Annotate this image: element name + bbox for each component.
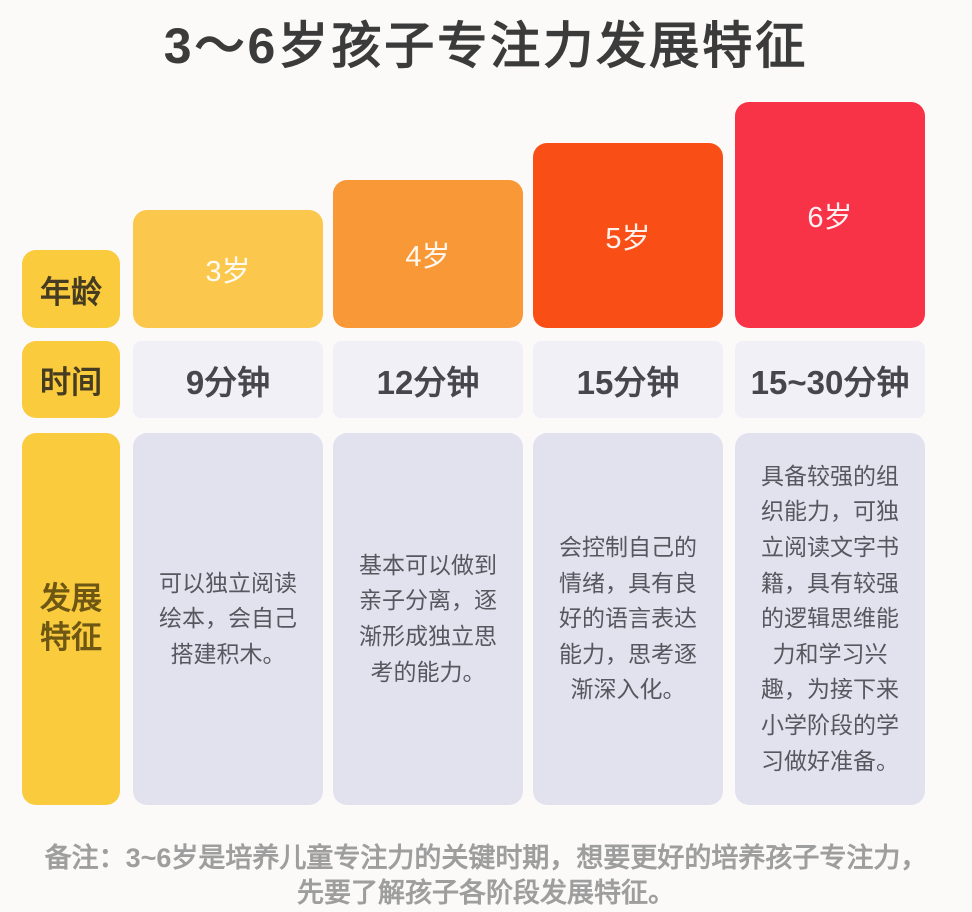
- age-bar-3: 3岁: [133, 210, 323, 328]
- age-bar-5: 5岁: [533, 143, 723, 328]
- footer-note-line2: 先要了解孩子各阶段发展特征。: [297, 878, 675, 909]
- feature-cell-3: 可以独立阅读绘本，会自己搭建积木。: [133, 433, 323, 805]
- row-label-feature-line1: 发展: [40, 581, 102, 617]
- feature-cell-6: 具备较强的组织能力，可独立阅读文字书籍，具有较强的逻辑思维能力和学习兴趣，为接下…: [735, 433, 925, 805]
- age-bar-6-label: 6岁: [807, 202, 853, 234]
- time-cell-5: 15分钟: [533, 341, 723, 418]
- age-bar-5-label: 5岁: [605, 222, 651, 255]
- age-bar-4-label: 4岁: [405, 241, 451, 273]
- age-bar-3-label: 3岁: [205, 256, 251, 288]
- row-label-time-text: 时间: [40, 365, 102, 400]
- time-value-5: 15分钟: [576, 363, 680, 401]
- time-cell-6: 15~30分钟: [735, 341, 925, 418]
- row-label-age-text: 年龄: [40, 274, 102, 310]
- row-label-feature-line2: 特征: [40, 620, 102, 655]
- feature-cell-5: 会控制自己的情绪，具有良好的语言表达能力，思考逐渐深入化。: [533, 433, 723, 805]
- age-bar-6: 6岁: [735, 102, 925, 328]
- feature-text-6: 具备较强的组织能力，可独立阅读文字书籍，具有较强的逻辑思维能力和学习兴趣，为接下…: [761, 462, 899, 774]
- time-value-4: 12分钟: [376, 363, 480, 401]
- footer-note-line1: 备注：3~6岁是培养儿童专注力的关键时期，想要更好的培养孩子专注力，: [44, 843, 928, 873]
- page-title: 3～6岁孩子专注力发展特征: [163, 18, 809, 74]
- time-cell-4: 12分钟: [333, 341, 523, 418]
- feature-text-3: 可以独立阅读绘本，会自己搭建积木。: [159, 569, 297, 667]
- row-label-feature: 发展 特征: [22, 433, 120, 805]
- row-label-age: 年龄: [22, 250, 120, 328]
- feature-text-4: 基本可以做到亲子分离，逐渐形成独立思考的能力。: [359, 551, 497, 685]
- time-value-6: 15~30分钟: [750, 363, 910, 401]
- time-value-3: 9分钟: [185, 363, 271, 401]
- time-cell-3: 9分钟: [133, 341, 323, 418]
- row-label-time: 时间: [22, 341, 120, 418]
- footer-note: 备注：3~6岁是培养儿童专注力的关键时期，想要更好的培养孩子专注力， 先要了解孩…: [0, 841, 972, 911]
- feature-text-5: 会控制自己的情绪，具有良好的语言表达能力，思考逐渐深入化。: [559, 533, 697, 703]
- age-bar-4: 4岁: [333, 180, 523, 328]
- feature-cell-4: 基本可以做到亲子分离，逐渐形成独立思考的能力。: [333, 433, 523, 805]
